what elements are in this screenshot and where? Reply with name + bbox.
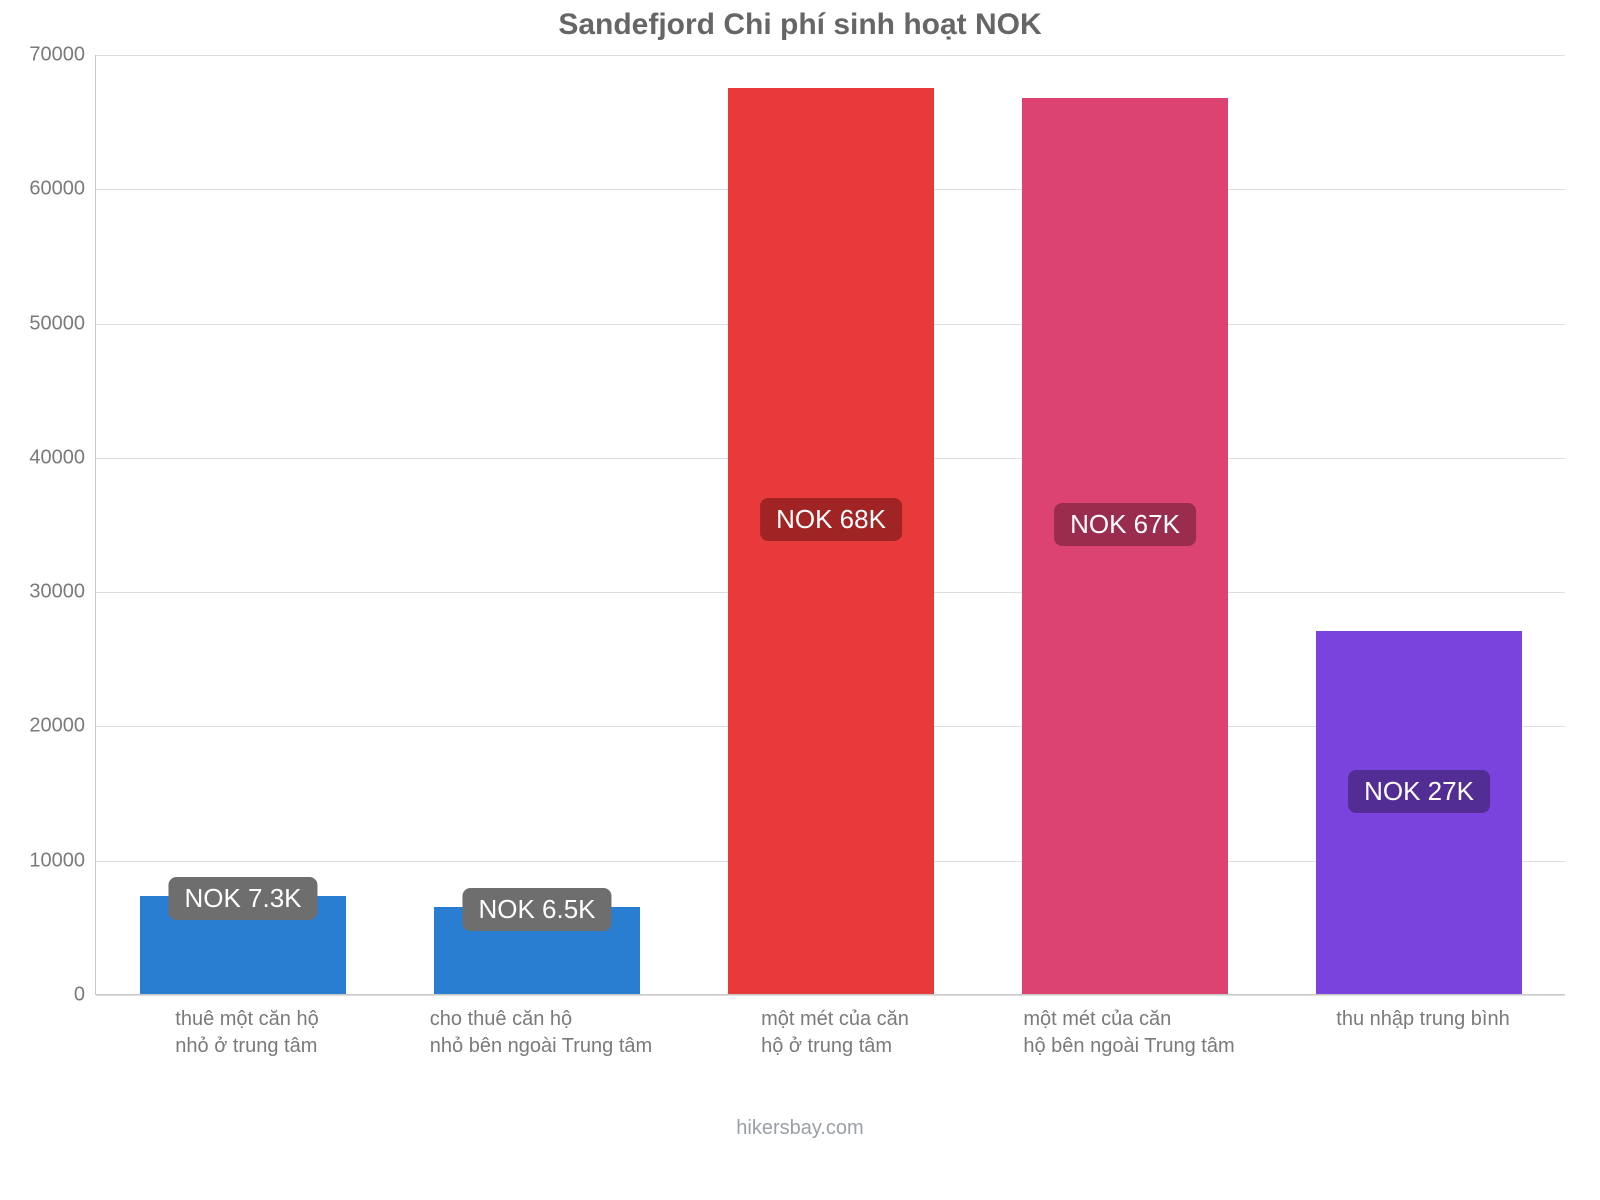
attribution-text: hikersbay.com (0, 1117, 1600, 1140)
gridline (96, 55, 1565, 56)
chart-title: Sandefjord Chi phí sinh hoạt NOK (0, 8, 1600, 42)
x-tick-label: một mét của căn hộ ở trung tâm (761, 1006, 909, 1060)
gridline (96, 995, 1565, 996)
y-tick-label: 10000 (5, 849, 85, 872)
x-tick-label: thu nhập trung bình (1336, 1006, 1509, 1033)
plot-area: NOK 7.3Kthuê một căn hộ nhỏ ở trung tâmN… (95, 55, 1565, 995)
y-tick-label: 20000 (5, 715, 85, 738)
y-tick-label: 50000 (5, 312, 85, 335)
bar-value-label: NOK 6.5K (462, 888, 611, 931)
y-tick-label: 70000 (5, 44, 85, 67)
bar-value-label: NOK 67K (1054, 503, 1196, 546)
y-tick-label: 0 (5, 984, 85, 1007)
x-tick-label: cho thuê căn hộ nhỏ bên ngoài Trung tâm (430, 1006, 652, 1060)
y-tick-label: 40000 (5, 446, 85, 469)
bar-value-label: NOK 68K (760, 498, 902, 541)
cost-of-living-chart: Sandefjord Chi phí sinh hoạt NOK NOK 7.3… (0, 0, 1600, 1200)
bar-value-label: NOK 7.3K (168, 877, 317, 920)
x-tick-label: thuê một căn hộ nhỏ ở trung tâm (175, 1006, 318, 1060)
y-tick-label: 60000 (5, 178, 85, 201)
x-tick-label: một mét của căn hộ bên ngoài Trung tâm (1023, 1006, 1234, 1060)
bar-value-label: NOK 27K (1348, 770, 1490, 813)
y-tick-label: 30000 (5, 581, 85, 604)
bar (1316, 631, 1522, 994)
